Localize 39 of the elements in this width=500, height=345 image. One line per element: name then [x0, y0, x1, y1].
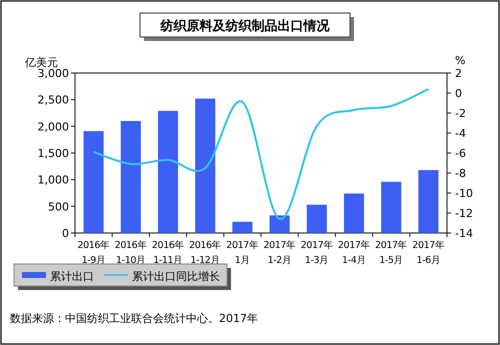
y2-tick-label: -8: [455, 167, 466, 180]
legend-label: 累计出口: [50, 270, 94, 283]
source-note: 数据来源：中国纺织工业联合会统计中心。2017年: [10, 312, 258, 325]
y2-tick-label: 2: [455, 67, 462, 80]
y-tick-label: 1,500: [38, 147, 69, 160]
bar: [270, 215, 290, 233]
x-tick-label: 2017年 1-6月: [412, 239, 445, 266]
y2-tick-label: 0: [455, 87, 462, 100]
y-tick-label: 0: [62, 227, 69, 240]
y-tick-label: 2,000: [38, 120, 69, 134]
x-tick-label: 2017年 1-4月: [338, 239, 370, 266]
y-tick-label: 1,000: [38, 174, 69, 187]
line-series: [92, 88, 430, 220]
y-tick-label: 3,000: [38, 67, 69, 80]
y2-axis-title: %: [455, 54, 466, 67]
y2-tick-label: -2: [455, 107, 466, 120]
x-tick-label: 2017年 1月: [226, 239, 259, 266]
bar: [381, 182, 402, 233]
x-tick-label: 2017年 1-3月: [300, 239, 334, 266]
y2-tick-label: -12: [455, 207, 473, 220]
x-tick-label: 2017年 1-2月: [264, 239, 296, 266]
bar: [120, 121, 141, 233]
bar: [232, 222, 252, 233]
y2-tick-label: -10: [455, 187, 473, 200]
chart-title: 纺织原料及纺织制品出口情况: [160, 18, 330, 34]
bar: [158, 110, 178, 233]
bar: [418, 170, 438, 233]
y-tick-label: 500: [48, 200, 69, 214]
bar: [84, 131, 104, 233]
bar: [306, 204, 327, 233]
bar: [344, 194, 364, 233]
bar: [195, 98, 216, 233]
legend-label: 累计出口同比增长: [132, 270, 220, 283]
y2-tick-label: -6: [455, 147, 466, 160]
x-tick-label: 2017年 1-5月: [375, 239, 408, 266]
y2-tick-label: -4: [455, 127, 466, 140]
y-axis-title: 亿美元: [24, 56, 58, 69]
y2-tick-label: -14: [455, 227, 473, 240]
y-tick-label: 2,500: [38, 94, 69, 107]
